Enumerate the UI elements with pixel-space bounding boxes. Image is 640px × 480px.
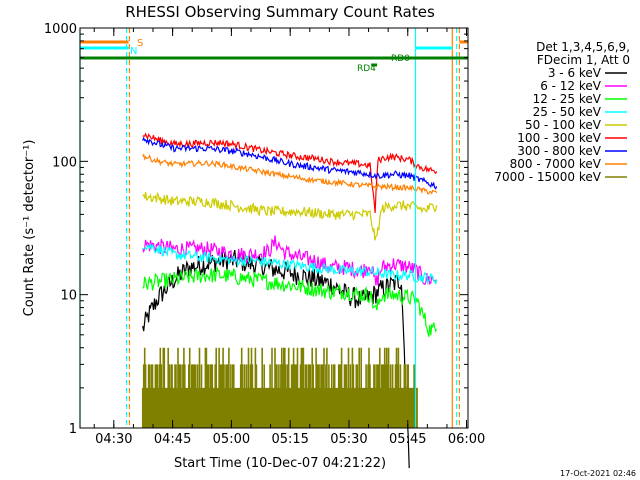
x-axis-label: Start Time (10-Dec-07 04:21:22)	[174, 456, 386, 471]
series-7000-to-15000keV	[141, 347, 418, 428]
series-line	[142, 153, 438, 195]
timestamp: 17-Oct-2021 02:46	[560, 469, 636, 478]
legend-header: FDecim 1, Att 0	[537, 53, 630, 67]
legend-label: 50 - 100 keV	[525, 118, 602, 132]
series-12-to-25keV	[142, 266, 438, 337]
annotation-rd4: RD4	[357, 64, 376, 74]
series-100-to-300keV	[142, 132, 438, 214]
series-6-to-12keV	[142, 235, 438, 286]
x-tick-label: 05:30	[330, 432, 367, 447]
legend-label: 100 - 300 keV	[517, 131, 601, 145]
legend-label: 300 - 800 keV	[517, 144, 601, 158]
legend-label: 800 - 7000 keV	[510, 157, 602, 171]
legend-label: 6 - 12 keV	[540, 79, 602, 93]
series-layer	[141, 132, 438, 469]
legend-label: 12 - 25 keV	[533, 92, 602, 106]
x-tick-label: 06:00	[448, 432, 485, 447]
series-line	[142, 136, 438, 190]
y-tick-label: 1	[69, 422, 77, 437]
x-tick-label: 05:45	[389, 432, 426, 447]
annotation-rd0: RD0	[391, 54, 410, 64]
legend: Det 1,3,4,5,6,9,FDecim 1, Att 03 - 6 keV…	[494, 40, 630, 184]
series-25-to-50keV	[142, 243, 438, 286]
legend-label: 25 - 50 keV	[533, 105, 602, 119]
annotation-n: N	[130, 46, 137, 57]
legend-header: Det 1,3,4,5,6,9,	[536, 40, 630, 54]
series-800-to-7000keV	[142, 153, 438, 195]
legend-label: 3 - 6 keV	[548, 66, 602, 80]
series-line	[142, 266, 438, 337]
y-tick-label: 1000	[44, 22, 77, 37]
x-tick-label: 04:45	[154, 432, 191, 447]
x-tick-label: 05:15	[271, 432, 308, 447]
series-line	[142, 235, 438, 286]
plot-frame	[79, 27, 469, 429]
series-50-to-100keV	[142, 191, 438, 241]
y-tick-label: 10	[60, 289, 77, 304]
series-line	[142, 132, 438, 214]
series-line	[141, 347, 418, 428]
x-tick-label: 05:00	[213, 432, 250, 447]
chart-title: RHESSI Observing Summary Count Rates	[125, 3, 435, 21]
y-tick-label: 100	[52, 155, 77, 170]
series-300-to-800keV	[142, 136, 438, 190]
annotation-s: S	[137, 38, 143, 49]
series-line	[142, 191, 438, 241]
y-axis-label: Count Rate (s⁻¹ detector⁻¹)	[22, 140, 37, 317]
legend-label: 7000 - 15000 keV	[494, 170, 601, 184]
x-tick-label: 04:30	[95, 432, 132, 447]
series-line	[142, 243, 438, 286]
